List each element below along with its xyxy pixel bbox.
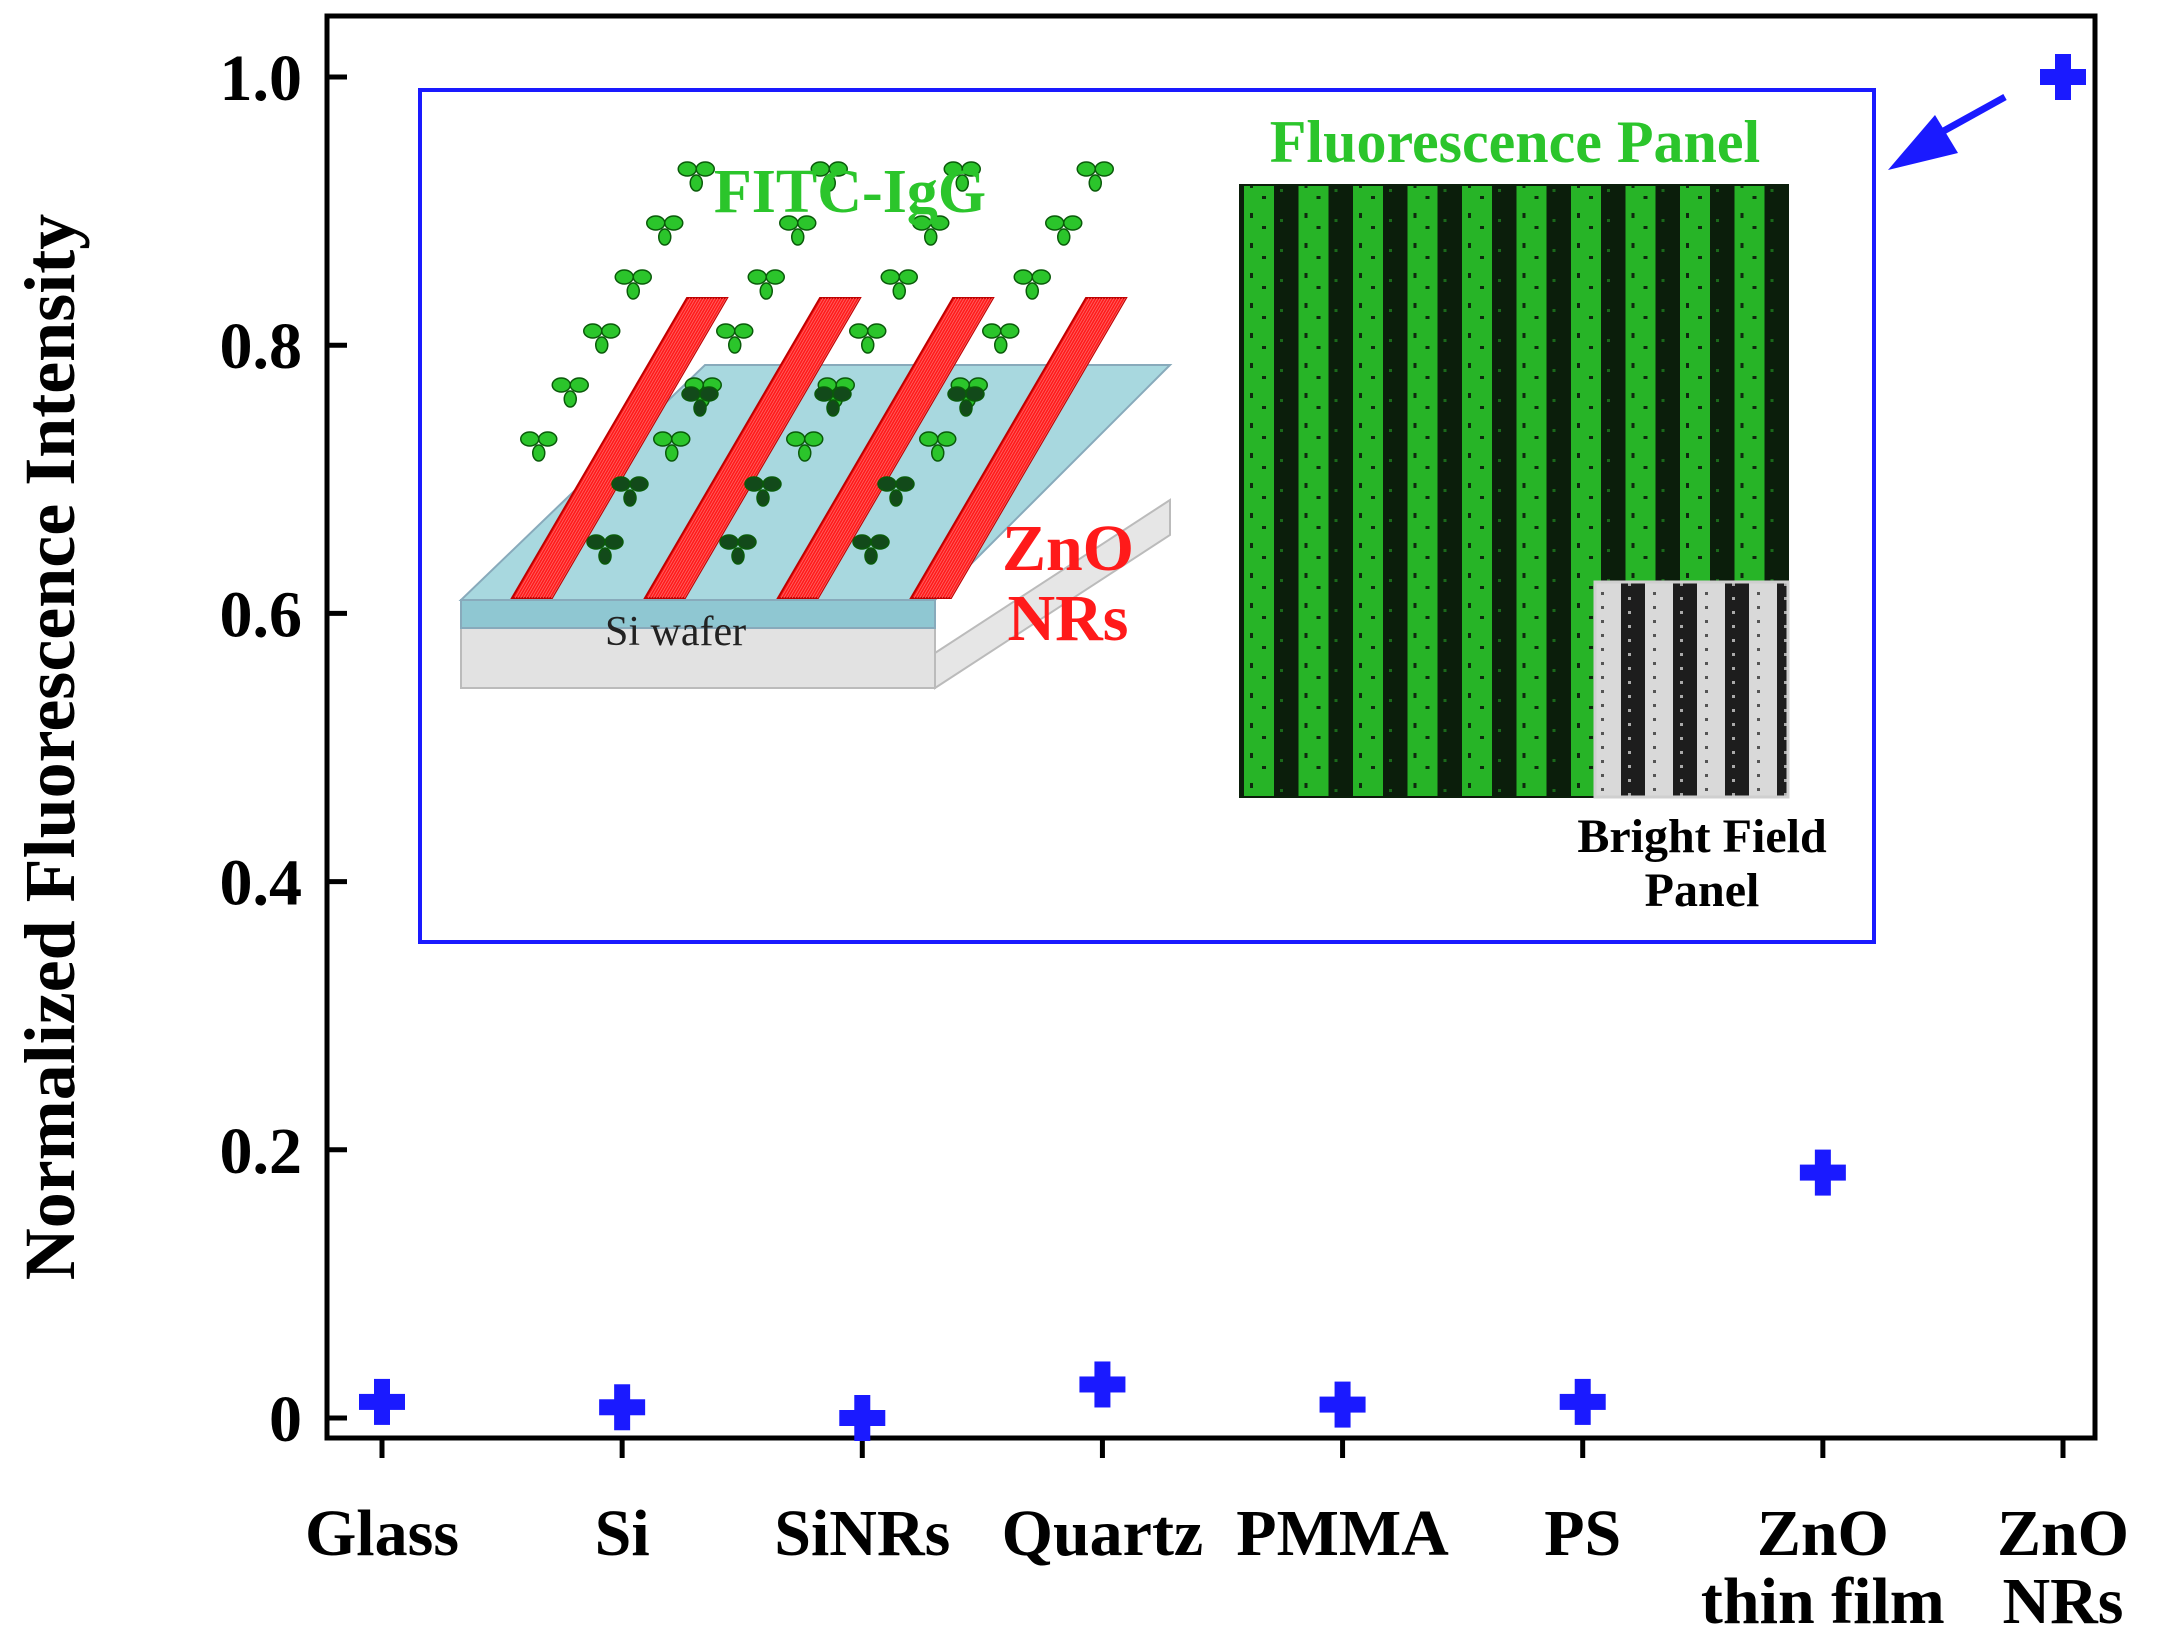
y-tick-label: 0.4	[220, 847, 303, 920]
antibody	[849, 323, 887, 354]
inset-pointer-arrow	[1888, 93, 2007, 170]
plot-area-frame	[324, 13, 2098, 1441]
y-axis-ticks: 0 0.2 0.4 0.6 0.8 1.0	[220, 42, 347, 1456]
nanorod-wall	[643, 297, 862, 599]
data-point	[2040, 54, 2086, 100]
antibody	[744, 476, 782, 507]
antibody	[716, 323, 754, 354]
antibody	[877, 476, 915, 507]
y-tick-label: 1.0	[220, 42, 303, 115]
data-point	[1799, 1149, 1846, 1196]
inset-panel: Si wafer FITC-IgG ZnO NRs Fluorescence P…	[418, 88, 1876, 944]
antibody	[1076, 161, 1114, 192]
antibody	[646, 215, 684, 246]
x-tick-label: PMMA	[1236, 1497, 1449, 1570]
wafer-top-front-edge	[460, 599, 936, 629]
data-point	[599, 1384, 646, 1431]
antibody	[814, 386, 852, 417]
antibody	[810, 161, 848, 192]
bright-field-label: Bright Field	[1577, 810, 1827, 863]
x-tick-label: Quartz	[1002, 1497, 1204, 1570]
antibody-markers	[520, 161, 1114, 565]
antibody	[677, 161, 715, 192]
y-tick-label: 0.8	[220, 310, 303, 383]
antibody	[520, 431, 558, 462]
nrs-label: NRs	[1007, 582, 1128, 655]
zno-label: ZnO	[1002, 512, 1134, 585]
antibody	[583, 323, 621, 354]
antibody	[982, 323, 1020, 354]
data-point	[1319, 1381, 1366, 1428]
x-axis-ticks: Glass Si SiNRs Quartz PMMA PS ZnO thin film ZnO N…	[305, 1438, 2129, 1637]
antibody	[852, 534, 890, 565]
x-tick-label: ZnO NRs	[1997, 1497, 2129, 1637]
antibody	[919, 431, 957, 462]
y-tick-label: 0.2	[220, 1115, 303, 1188]
nanorod-walls	[510, 297, 1128, 599]
antibody	[586, 534, 624, 565]
x-tick-label: SiNRs	[774, 1497, 950, 1570]
antibody	[1013, 269, 1051, 300]
antibody	[880, 269, 918, 300]
fluorescence-panel-label: Fluorescence Panel	[1270, 109, 1760, 175]
arrow-head	[1888, 115, 1958, 170]
antibody	[747, 269, 785, 300]
antibody	[786, 431, 824, 462]
fitc-igg-label: FITC-IgG	[714, 158, 986, 226]
antibody	[912, 215, 950, 246]
data-points	[359, 54, 2086, 1441]
data-point	[1559, 1378, 1606, 1425]
data-point	[839, 1395, 886, 1441]
x-tick-label: Glass	[305, 1497, 459, 1570]
antibody	[611, 476, 649, 507]
y-axis-label: Normalized Fluorescence Intensity	[10, 214, 90, 1280]
arrow-shaft	[1938, 93, 2007, 137]
data-point	[359, 1378, 405, 1425]
antibody	[614, 269, 652, 300]
antibody	[719, 534, 757, 565]
antibody	[943, 161, 981, 192]
bright-field-label-line2: Panel	[1645, 864, 1760, 917]
zno-nanorod-schematic: Si wafer	[458, 161, 1173, 690]
nanorod-wall	[909, 297, 1128, 599]
antibody	[551, 377, 589, 408]
x-tick-label: PS	[1544, 1497, 1621, 1570]
antibody	[779, 215, 817, 246]
nanorod-wall	[776, 297, 995, 599]
x-tick-label: Si	[595, 1497, 650, 1570]
y-tick-label: 0.6	[220, 578, 303, 651]
y-tick-label: 0	[269, 1383, 302, 1456]
antibody	[681, 386, 719, 417]
wafer-label: Si wafer	[605, 609, 746, 655]
antibody	[1045, 215, 1083, 246]
fluorescence-image-border	[1239, 184, 1789, 798]
x-tick-label: ZnO thin film	[1701, 1497, 1945, 1637]
antibody	[653, 431, 691, 462]
bright-field-image	[1593, 580, 1790, 799]
antibody	[947, 386, 985, 417]
data-point	[1079, 1361, 1126, 1408]
inset-frame	[418, 88, 1876, 944]
nanorod-wall	[510, 297, 729, 599]
